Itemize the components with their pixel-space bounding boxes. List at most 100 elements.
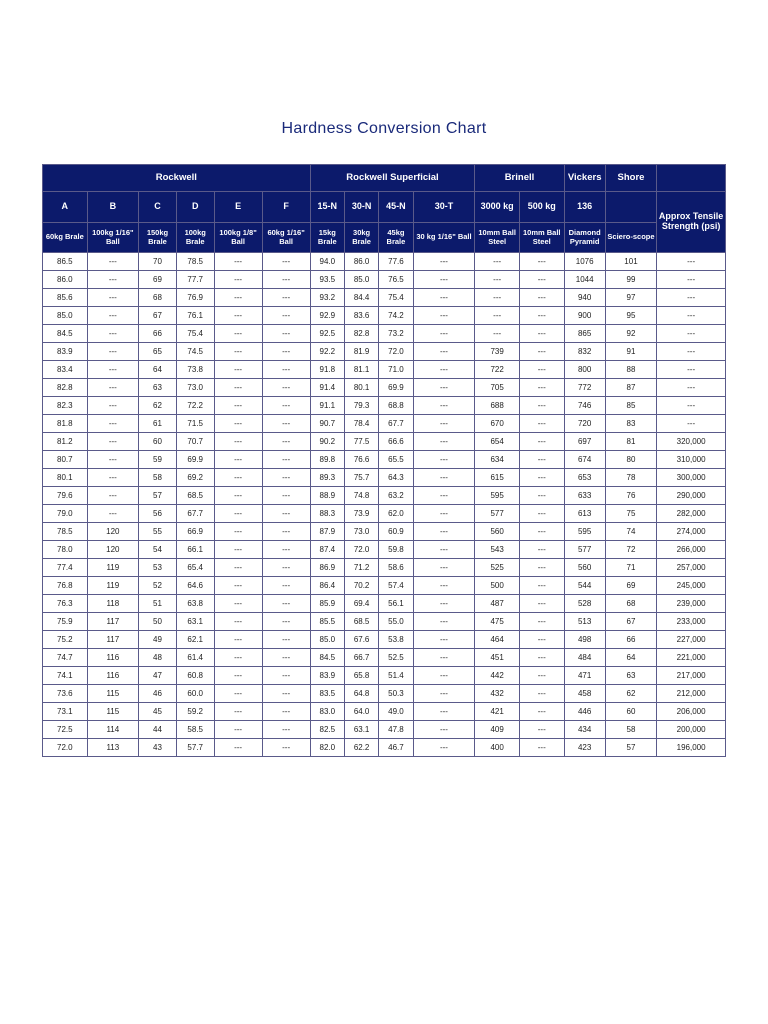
table-row: 78.51205566.9------87.973.060.9---560---… bbox=[43, 522, 726, 540]
table-cell: 75.2 bbox=[43, 630, 88, 648]
table-cell: --- bbox=[519, 360, 564, 378]
table-cell: --- bbox=[413, 486, 475, 504]
table-cell: 475 bbox=[475, 612, 520, 630]
table-cell: 83.6 bbox=[344, 306, 378, 324]
table-cell: 865 bbox=[564, 324, 605, 342]
table-cell: --- bbox=[87, 378, 138, 396]
sub-a: 60kg Brale bbox=[43, 223, 88, 253]
table-cell: --- bbox=[262, 288, 310, 306]
table-cell: 595 bbox=[475, 486, 520, 504]
table-cell: 75.7 bbox=[344, 468, 378, 486]
table-cell: 92.9 bbox=[310, 306, 344, 324]
table-row: 83.4---6473.8------91.881.171.0---722---… bbox=[43, 360, 726, 378]
table-cell: 47 bbox=[139, 666, 177, 684]
table-cell: 64 bbox=[605, 648, 656, 666]
table-cell: 51.4 bbox=[379, 666, 413, 684]
table-row: 81.8---6171.5------90.778.467.7---670---… bbox=[43, 414, 726, 432]
table-cell: 654 bbox=[475, 432, 520, 450]
table-cell: --- bbox=[519, 594, 564, 612]
table-cell: 47.8 bbox=[379, 720, 413, 738]
table-cell: 421 bbox=[475, 702, 520, 720]
table-cell: 66 bbox=[139, 324, 177, 342]
table-cell: 88.9 bbox=[310, 486, 344, 504]
table-row: 79.0---5667.7------88.373.962.0---577---… bbox=[43, 504, 726, 522]
table-cell: --- bbox=[262, 504, 310, 522]
scale-d: D bbox=[176, 192, 214, 223]
table-cell: --- bbox=[413, 288, 475, 306]
table-cell: 85.0 bbox=[344, 270, 378, 288]
table-cell: --- bbox=[519, 306, 564, 324]
table-cell: 74.7 bbox=[43, 648, 88, 666]
table-cell: 91.8 bbox=[310, 360, 344, 378]
hardness-table: Rockwell Rockwell Superficial Brinell Vi… bbox=[42, 164, 726, 757]
table-cell: 74.8 bbox=[344, 486, 378, 504]
table-cell: 409 bbox=[475, 720, 520, 738]
table-row: 75.21174962.1------85.067.653.8---464---… bbox=[43, 630, 726, 648]
table-row: 82.3---6272.2------91.179.368.8---688---… bbox=[43, 396, 726, 414]
table-row: 73.11154559.2------83.064.049.0---421---… bbox=[43, 702, 726, 720]
table-cell: 212,000 bbox=[657, 684, 726, 702]
table-cell: --- bbox=[262, 612, 310, 630]
table-cell: --- bbox=[519, 324, 564, 342]
group-vickers: Vickers bbox=[564, 165, 605, 192]
table-cell: 52 bbox=[139, 576, 177, 594]
table-cell: 800 bbox=[564, 360, 605, 378]
table-cell: --- bbox=[214, 522, 262, 540]
table-header: Rockwell Rockwell Superficial Brinell Vi… bbox=[43, 165, 726, 253]
table-cell: 120 bbox=[87, 540, 138, 558]
table-cell: 80.7 bbox=[43, 450, 88, 468]
table-cell: --- bbox=[262, 396, 310, 414]
table-cell: 69.4 bbox=[344, 594, 378, 612]
table-cell: 697 bbox=[564, 432, 605, 450]
table-cell: --- bbox=[657, 378, 726, 396]
table-cell: 56.1 bbox=[379, 594, 413, 612]
sub-30t: 30 kg 1/16" Ball bbox=[413, 223, 475, 253]
table-cell: 68 bbox=[605, 594, 656, 612]
table-cell: 69.9 bbox=[176, 450, 214, 468]
table-cell: --- bbox=[519, 612, 564, 630]
table-row: 86.0---6977.7------93.585.076.5---------… bbox=[43, 270, 726, 288]
table-cell: 85.9 bbox=[310, 594, 344, 612]
table-cell: --- bbox=[413, 342, 475, 360]
table-cell: --- bbox=[413, 360, 475, 378]
table-cell: 68.5 bbox=[344, 612, 378, 630]
table-cell: --- bbox=[519, 738, 564, 756]
table-cell: 65.8 bbox=[344, 666, 378, 684]
table-cell: --- bbox=[87, 252, 138, 270]
table-cell: 115 bbox=[87, 684, 138, 702]
table-cell: --- bbox=[657, 288, 726, 306]
table-cell: 423 bbox=[564, 738, 605, 756]
table-cell: 77.5 bbox=[344, 432, 378, 450]
table-cell: 72.0 bbox=[379, 342, 413, 360]
table-cell: 72.0 bbox=[344, 540, 378, 558]
table-cell: 64 bbox=[139, 360, 177, 378]
table-cell: 115 bbox=[87, 702, 138, 720]
scale-b: B bbox=[87, 192, 138, 223]
table-cell: 63 bbox=[139, 378, 177, 396]
table-cell: 78.0 bbox=[43, 540, 88, 558]
table-row: 78.01205466.1------87.472.059.8---543---… bbox=[43, 540, 726, 558]
table-cell: 560 bbox=[564, 558, 605, 576]
table-cell: 99 bbox=[605, 270, 656, 288]
table-cell: 54 bbox=[139, 540, 177, 558]
table-cell: --- bbox=[214, 414, 262, 432]
table-cell: 72 bbox=[605, 540, 656, 558]
table-cell: --- bbox=[214, 252, 262, 270]
table-cell: 86.0 bbox=[344, 252, 378, 270]
table-cell: --- bbox=[519, 378, 564, 396]
page: Hardness Conversion Chart Rockwell Rockw… bbox=[0, 0, 768, 1024]
table-cell: 86.5 bbox=[43, 252, 88, 270]
table-cell: 73.0 bbox=[344, 522, 378, 540]
table-cell: --- bbox=[262, 576, 310, 594]
tensile-header: Approx Tensile Strength (psi) bbox=[657, 192, 726, 252]
table-cell: 746 bbox=[564, 396, 605, 414]
table-cell: 57 bbox=[139, 486, 177, 504]
table-cell: --- bbox=[262, 666, 310, 684]
table-cell: --- bbox=[413, 522, 475, 540]
table-cell: 78.4 bbox=[344, 414, 378, 432]
table-row: 80.7---5969.9------89.876.665.5---634---… bbox=[43, 450, 726, 468]
table-cell: 117 bbox=[87, 630, 138, 648]
table-cell: 116 bbox=[87, 666, 138, 684]
table-cell: 93.5 bbox=[310, 270, 344, 288]
table-cell: --- bbox=[214, 486, 262, 504]
